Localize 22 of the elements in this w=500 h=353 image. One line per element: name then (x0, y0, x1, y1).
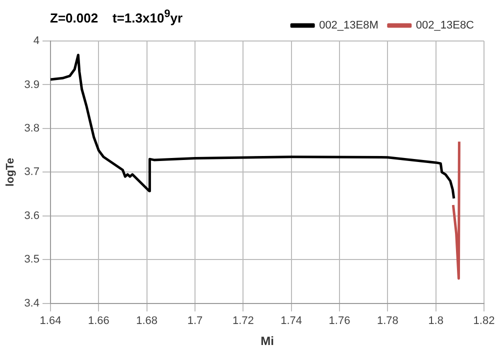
x-tick-label: 1.72 (232, 315, 254, 328)
y-tick-label: 3.4 (24, 297, 40, 310)
x-tick-label: 1.64 (40, 315, 62, 328)
y-tick-label: 3.9 (24, 78, 40, 91)
x-tick-label: 1.7 (187, 315, 203, 328)
x-tick-label: 1.8 (428, 315, 444, 328)
x-tick-label: 1.74 (280, 315, 302, 328)
y-axis-title: logTe (4, 158, 17, 186)
y-tick-label: 3.7 (24, 166, 40, 178)
legend-label: 002_13E8M (319, 20, 378, 32)
x-tick-label: 1.78 (376, 315, 398, 328)
x-tick-label: 1.68 (136, 315, 158, 328)
x-tick-label: 1.82 (473, 315, 495, 328)
x-tick-label: 1.76 (328, 315, 350, 328)
legend-label: 002_13E8C (416, 20, 474, 32)
x-axis-title: Mi (260, 334, 274, 348)
y-tick-label: 3.8 (24, 122, 40, 134)
y-tick-label: 3.5 (24, 254, 40, 266)
y-tick-label: 4 (33, 35, 40, 48)
x-tick-label: 1.66 (88, 315, 110, 328)
y-tick-label: 3.6 (24, 210, 40, 222)
chart-title: Z=0.002 t=1.3x10$^{9}$yr (50, 8, 183, 26)
